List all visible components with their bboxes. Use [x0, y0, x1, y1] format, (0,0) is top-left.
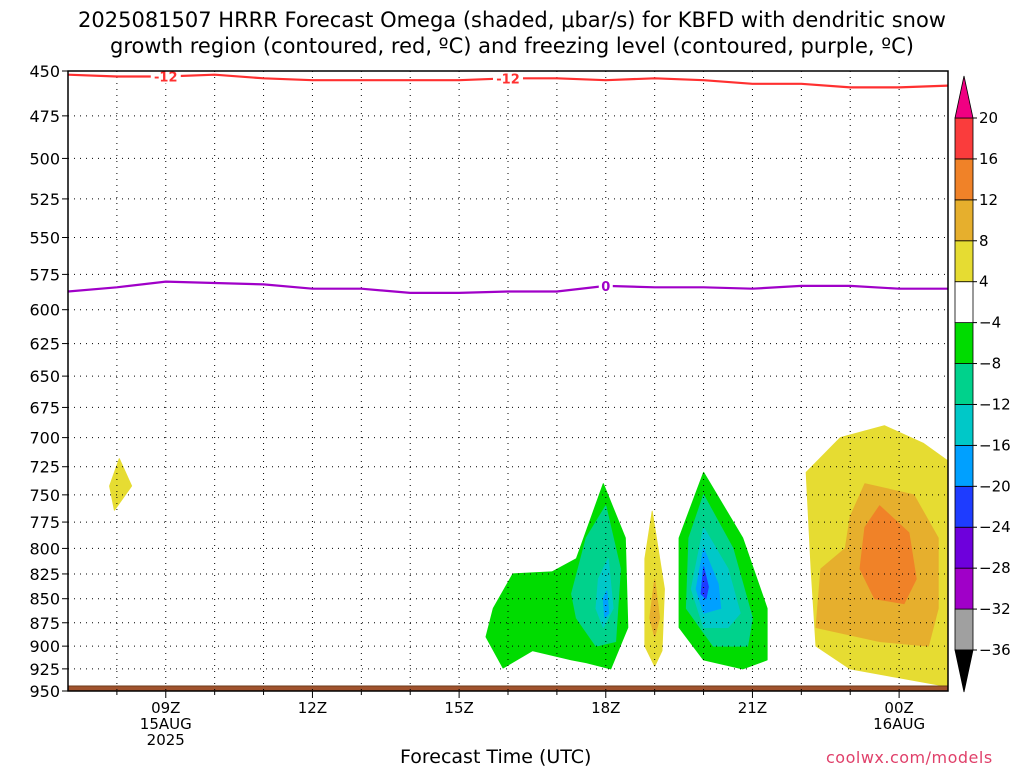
- colorbar-label: 4: [979, 273, 989, 291]
- colorbar-bin: [954, 281, 974, 324]
- omega-region-0: [109, 458, 133, 511]
- x-tick-label: 15AUG: [140, 715, 192, 733]
- colorbar-bin: [954, 526, 974, 569]
- chart-title: 2025081507 HRRR Forecast Omega (shaded, …: [78, 8, 946, 32]
- colorbar-bin: [954, 240, 974, 283]
- y-tick-label: 775: [29, 513, 60, 532]
- y-tick-label: 850: [29, 590, 60, 609]
- source-credit[interactable]: coolwx.com/models: [826, 748, 993, 767]
- colorbar-label: −12: [979, 395, 1011, 413]
- colorbar-label: 8: [979, 232, 989, 250]
- y-axis: 450 475 500 525 550 575 600 625 650 675 700 725 750 7…: [29, 62, 68, 701]
- omega-shading: [109, 425, 949, 688]
- terrain-strip: [68, 686, 948, 691]
- y-tick-label: 800: [29, 539, 60, 558]
- y-tick-label: 450: [29, 62, 60, 81]
- x-tick-label: 15Z: [444, 699, 473, 717]
- omega-region-10: [695, 547, 722, 614]
- colorbar-bin: [954, 485, 974, 528]
- contour-line-1: [67, 280, 948, 294]
- colorbar-bin: [954, 199, 974, 242]
- y-tick-label: 825: [29, 565, 60, 584]
- x-tick-label: 21Z: [738, 699, 767, 717]
- colorbar-label: −20: [979, 477, 1011, 495]
- contour-label-bg: [598, 278, 613, 293]
- colorbar-bin: [954, 444, 974, 487]
- contour-label: 0: [601, 280, 610, 295]
- y-tick-label: 925: [29, 660, 60, 679]
- grid: [68, 71, 948, 691]
- y-tick-label: 600: [29, 301, 60, 320]
- colorbar-label: −8: [979, 355, 1001, 373]
- y-tick-label: 675: [29, 398, 60, 417]
- colorbar-bin: [954, 158, 974, 201]
- y-tick-label: 500: [29, 149, 60, 168]
- colorbar-label: −32: [979, 600, 1011, 618]
- omega-region-11: [700, 566, 709, 600]
- y-tick-label: 950: [29, 682, 60, 701]
- colorbar-label: −24: [979, 518, 1011, 536]
- x-tick-label: 12Z: [298, 699, 327, 717]
- y-tick-label: 725: [29, 458, 60, 477]
- omega-region-6: [649, 578, 661, 638]
- colorbar-bin: [954, 404, 974, 446]
- chart-subtitle: growth region (contoured, red, ºC) and f…: [110, 34, 914, 58]
- colorbar-label: −28: [979, 559, 1011, 577]
- colorbar-label: 16: [979, 150, 998, 168]
- x-tick-label: 00Z: [884, 699, 913, 717]
- colorbar-bin: [954, 117, 974, 160]
- colorbar-top-arrow: [954, 75, 974, 119]
- contour-label: -12: [154, 71, 178, 86]
- contour-label-bg: [493, 71, 523, 86]
- y-tick-label: 475: [29, 107, 60, 126]
- x-tick-label: 09Z: [151, 699, 180, 717]
- y-tick-label: 875: [29, 614, 60, 633]
- y-tick-label: 650: [29, 367, 60, 386]
- colorbar-bottom-arrow: [954, 649, 974, 693]
- y-tick-label: 625: [29, 335, 60, 354]
- colorbar-label: −16: [979, 436, 1011, 454]
- y-tick-label: 750: [29, 486, 60, 505]
- y-tick-label: 550: [29, 229, 60, 248]
- x-tick-label: 18Z: [591, 699, 620, 717]
- colorbar-label: −36: [979, 641, 1011, 659]
- contour-label: -12: [496, 72, 520, 87]
- x-axis-title: Forecast Time (UTC): [400, 746, 592, 768]
- omega-region-14: [859, 505, 917, 605]
- colorbar-label: 12: [979, 191, 998, 209]
- colorbar-label: 20: [979, 109, 998, 127]
- y-tick-label: 525: [29, 190, 60, 209]
- colorbar-bin: [954, 363, 974, 405]
- colorbar-bin: [954, 608, 974, 651]
- x-tick-label: 2025: [147, 731, 185, 749]
- y-tick-label: 575: [29, 265, 60, 284]
- y-tick-label: 700: [29, 429, 60, 448]
- colorbar-label: −4: [979, 314, 1001, 332]
- colorbar: 20 16 12 8 4 −4 −8 −12 −16 −20 −24 −28 −32 −36: [954, 75, 1011, 693]
- y-tick-label: 900: [29, 637, 60, 656]
- colorbar-bin: [954, 322, 974, 364]
- x-tick-label: 16AUG: [873, 715, 925, 733]
- contour-label-bg: [150, 69, 181, 84]
- colorbar-bin: [954, 567, 974, 610]
